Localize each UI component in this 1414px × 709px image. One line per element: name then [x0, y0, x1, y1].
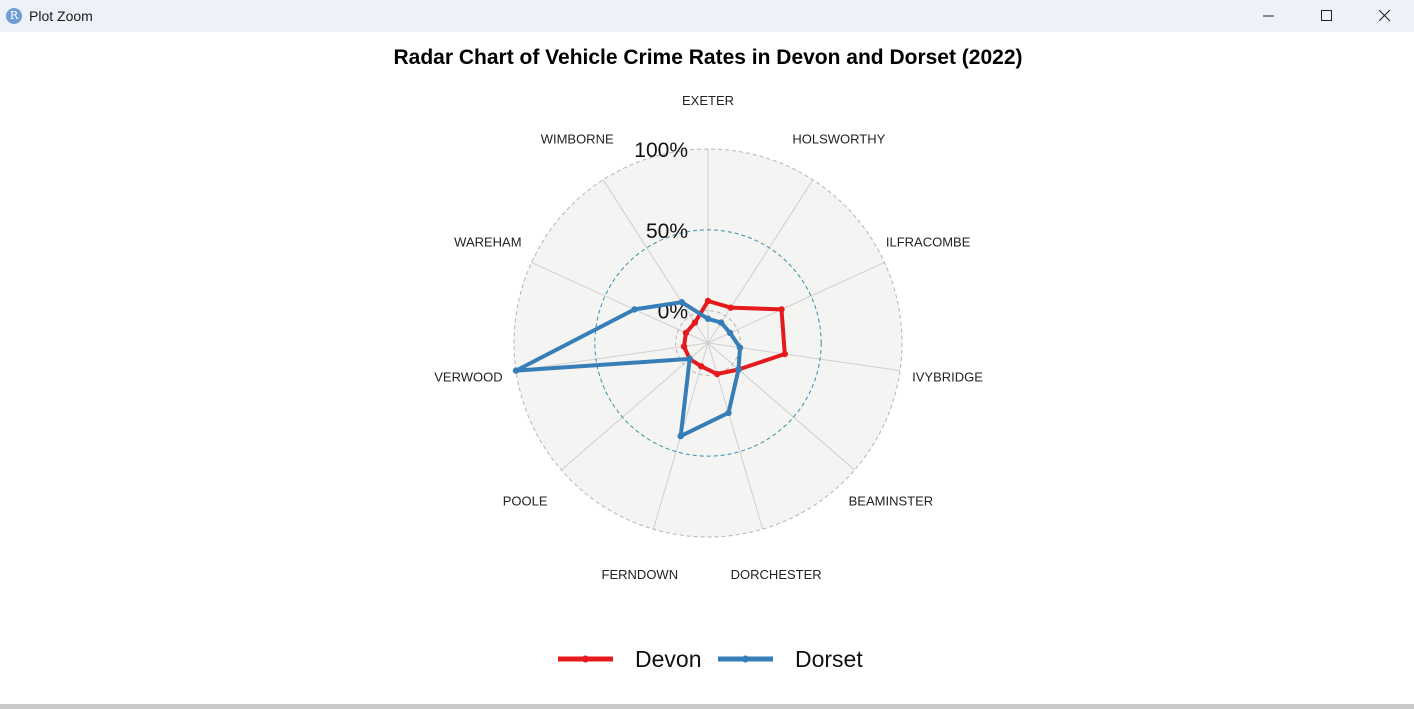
- axis-label: DORCHESTER: [731, 567, 822, 582]
- data-point: [697, 363, 705, 370]
- grid-label: 50%: [646, 220, 688, 243]
- legend-marker: [582, 655, 589, 663]
- data-point: [512, 367, 520, 374]
- data-point: [727, 304, 734, 311]
- axis-label: WAREHAM: [454, 234, 521, 249]
- r-app-icon: R: [6, 8, 22, 24]
- maximize-icon: [1321, 10, 1332, 21]
- radar-axis-labels: EXETER HOLSWORTHY ILFRACOMBE IVYBRIDGE BEAMI…: [434, 93, 983, 582]
- grid-circle-50: [594, 229, 822, 457]
- close-icon: [1379, 10, 1391, 22]
- radar-spoke: [707, 261, 885, 344]
- data-point: [691, 319, 699, 326]
- data-point: [678, 298, 685, 306]
- axis-label: EXETER: [682, 93, 734, 108]
- data-point: [677, 432, 684, 440]
- grid-label: 100%: [634, 139, 688, 162]
- legend: Devon Dorset: [558, 646, 863, 672]
- axis-label: POOLE: [503, 493, 548, 508]
- grid-circle-100: [513, 148, 903, 538]
- data-point: [736, 344, 744, 351]
- axis-label: ILFRACOMBE: [886, 234, 971, 249]
- window-bottom-border: [0, 704, 1414, 709]
- window-controls: [1240, 0, 1414, 32]
- data-point: [725, 409, 732, 417]
- minimize-button[interactable]: [1240, 0, 1298, 32]
- axis-label: VERWOOD: [434, 369, 502, 384]
- radar-chart: Radar Chart of Vehicle Crime Rates in De…: [393, 46, 1022, 672]
- data-point: [717, 319, 725, 326]
- data-point: [704, 297, 712, 305]
- minimize-icon: [1263, 15, 1274, 17]
- window-titlebar: R Plot Zoom: [0, 0, 1414, 32]
- legend-label-devon: Devon: [635, 646, 701, 672]
- radar-spoke: [515, 342, 709, 372]
- data-point: [704, 315, 712, 322]
- axis-label: FERNDOWN: [602, 567, 679, 582]
- radar-series: [512, 297, 789, 440]
- data-point: [726, 329, 734, 337]
- data-point: [713, 370, 721, 378]
- legend-label-dorset: Dorset: [795, 646, 863, 672]
- axis-label: HOLSWORTHY: [792, 131, 885, 146]
- plot-area: Radar Chart of Vehicle Crime Rates in De…: [0, 32, 1414, 704]
- chart-title: Radar Chart of Vehicle Crime Rates in De…: [393, 46, 1022, 69]
- data-point: [781, 350, 789, 358]
- window-title: Plot Zoom: [29, 8, 93, 24]
- close-button[interactable]: [1356, 0, 1414, 32]
- data-point: [778, 306, 785, 313]
- grid-circle-0: [675, 310, 741, 376]
- data-point: [680, 343, 688, 350]
- axis-label: WIMBORNE: [541, 131, 614, 146]
- data-point: [631, 306, 638, 313]
- data-point: [686, 355, 693, 363]
- data-point: [735, 366, 742, 373]
- data-point: [682, 329, 690, 337]
- legend-marker: [742, 655, 749, 663]
- maximize-button[interactable]: [1298, 0, 1356, 32]
- axis-label: BEAMINSTER: [849, 493, 934, 508]
- axis-label: IVYBRIDGE: [912, 369, 983, 384]
